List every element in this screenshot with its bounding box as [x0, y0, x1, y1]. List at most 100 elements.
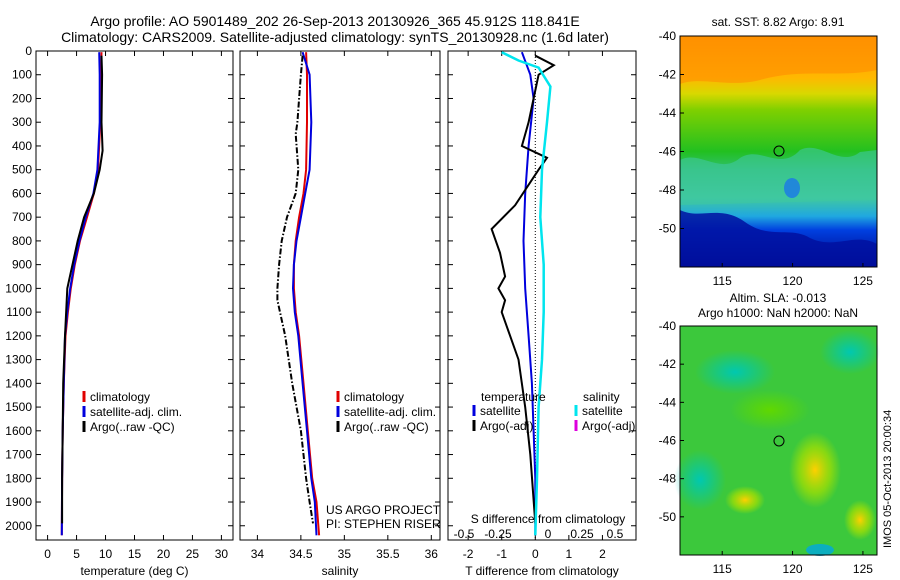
x-tick-label: 30: [215, 547, 229, 561]
x-tick-label: 34.5: [289, 547, 313, 561]
sst-front: [680, 147, 877, 205]
x-axis-label: temperature (deg C): [80, 564, 188, 578]
map-y-tick-label: -48: [659, 183, 677, 197]
project-label: US ARGO PROJECT: [326, 503, 441, 517]
map-x-tick-label: 115: [713, 562, 732, 576]
x-tick-label: 35: [338, 547, 352, 561]
legend-label: climatology: [90, 390, 150, 404]
y-tick-label: 1800: [5, 471, 32, 485]
sla-low-patch: [806, 544, 834, 556]
pi-label: PI: STEPHEN RISER: [326, 517, 441, 531]
sla-mid-patch: [730, 390, 810, 430]
map-y-tick-label: -42: [659, 357, 677, 371]
legend-label: satellite: [480, 404, 521, 418]
x-top-tick-label: -0.5: [454, 527, 475, 541]
legend-label: Argo(..raw -QC): [344, 420, 429, 434]
y-tick-label: 1500: [5, 400, 32, 414]
x-tick-label: -1: [496, 547, 507, 561]
legend-label: satellite: [582, 404, 623, 418]
x-tick-label: 34: [251, 547, 265, 561]
y-tick-label: 700: [12, 210, 32, 224]
legend-label: Argo(..raw -QC): [90, 420, 175, 434]
legend-label: Argo(-adj): [582, 419, 635, 433]
map-y-tick-label: -40: [659, 29, 677, 43]
y-tick-label: 1000: [5, 281, 32, 295]
figure-title-line2: Climatology: CARS2009. Satellite-adjuste…: [61, 29, 609, 45]
series-line: [61, 55, 104, 524]
sst-warm-patch: [680, 36, 877, 84]
sla-high-patch: [844, 500, 876, 540]
x-top-tick-label: -0.25: [484, 527, 512, 541]
x-top-tick-label: 0: [545, 527, 552, 541]
x-tick-label: 25: [186, 547, 200, 561]
x-tick-label: 0: [44, 547, 51, 561]
salinity-profile-panel: 34 34.5 35 35.5 36 salinity climatologysatelli…: [239, 50, 441, 578]
x-tick-label: 20: [157, 547, 171, 561]
series-line: [520, 51, 537, 536]
map-x-tick-label: 115: [713, 274, 732, 288]
sla-panel-title-line2: Argo h1000: NaN h2000: NaN: [698, 306, 858, 320]
map-y-tick-label: -44: [659, 395, 677, 409]
x-tick-label: 10: [99, 547, 113, 561]
sst-axes: 115 120 125 -40 -42 -44 -46 -48 -50: [659, 29, 874, 288]
y-tick-label: 1100: [6, 305, 32, 319]
sst-panel-title: sat. SST: 8.82 Argo: 8.91: [712, 15, 845, 29]
series-line: [276, 55, 314, 524]
y-tick-label: 2000: [5, 519, 32, 533]
sla-axes: 115 120 125 -40 -42 -44 -46 -48 -50: [659, 319, 874, 576]
legend-label: satellite-adj. clim.: [344, 405, 436, 419]
series-line: [490, 54, 556, 524]
x-axis-label: T difference from climatology: [465, 564, 619, 578]
legend-title: salinity: [583, 390, 620, 404]
map-y-tick-label: -46: [659, 145, 677, 159]
x-tick-label: -2: [463, 547, 474, 561]
series-line: [501, 51, 552, 536]
map-y-tick-label: -44: [659, 106, 677, 120]
sst-cold-edge: [680, 210, 877, 267]
x-tick-label: 5: [73, 547, 80, 561]
plot-frame: [35, 50, 234, 541]
map-y-tick-label: -48: [659, 472, 677, 486]
y-tick-label: 300: [12, 115, 32, 129]
map-y-tick-label: -50: [659, 510, 677, 524]
sst-argo-marker: [773, 145, 785, 157]
map-y-tick-label: -40: [659, 319, 677, 333]
x-top-tick-label: 0.25: [570, 527, 594, 541]
x-tick-label: 0: [532, 547, 539, 561]
difference-profile-panel: -2 -1 0 1 2-0.5 -0.25 0 0.25 0.5S difference fro…: [447, 50, 637, 578]
side-timestamp-label: IMOS 05-Oct-2013 20:00:34: [882, 410, 894, 548]
legend-label: climatology: [344, 390, 404, 404]
y-tick-label: 400: [12, 139, 32, 153]
map-y-tick-label: -50: [659, 222, 677, 236]
map-x-tick-label: 120: [783, 274, 803, 288]
y-tick-label: 1600: [5, 424, 32, 438]
sla-high-patch: [725, 486, 765, 514]
x-tick-label: 1: [566, 547, 573, 561]
x-tick-label: 36: [425, 547, 439, 561]
y-tick-label: 500: [12, 163, 32, 177]
sla-map: [674, 325, 880, 556]
plot-frame: [447, 50, 637, 541]
y-tick-label: 600: [12, 186, 32, 200]
sst-map: [679, 35, 878, 268]
plot-frame: [239, 50, 441, 541]
y-tick-label: 1400: [5, 376, 32, 390]
legend-label: Argo(-adj): [480, 419, 533, 433]
legend-title: temperature: [481, 390, 546, 404]
x-tick-label: 15: [128, 547, 142, 561]
sla-argo-marker: [773, 435, 785, 447]
sla-low-patch: [674, 450, 726, 510]
y-tick-label: 1300: [5, 353, 32, 367]
map-x-tick-label: 125: [853, 274, 873, 288]
sla-panel-title-line1: Altim. SLA: -0.013: [730, 291, 827, 305]
y-tick-label: 1900: [5, 495, 32, 509]
y-tick-label: 200: [12, 91, 32, 105]
y-tick-label: 100: [12, 68, 32, 82]
x-top-axis-label: S difference from climatology: [471, 512, 626, 526]
figure-title-line1: Argo profile: AO 5901489_202 26-Sep-2013…: [90, 13, 579, 29]
sla-low-patch: [695, 350, 775, 394]
map-y-tick-label: -42: [659, 68, 677, 82]
x-tick-label: 35.5: [376, 547, 400, 561]
sla-low-patch: [820, 330, 880, 374]
